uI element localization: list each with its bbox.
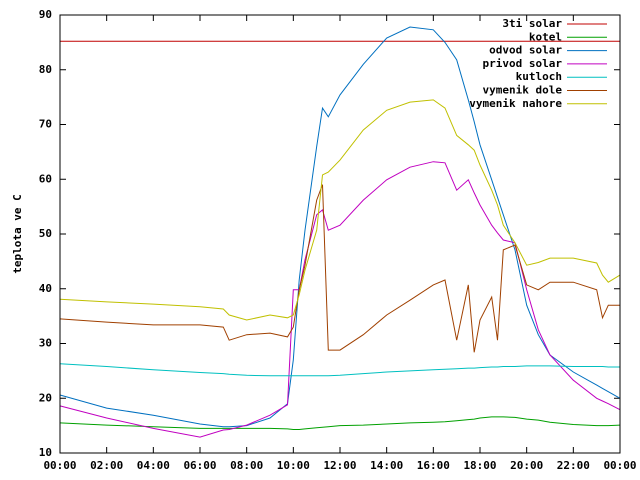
x-tick-label: 04:00 xyxy=(137,459,170,472)
x-tick-label: 00:00 xyxy=(43,459,76,472)
series-line xyxy=(59,99,621,321)
series-line xyxy=(59,416,621,430)
x-tick-label: 16:00 xyxy=(417,459,450,472)
x-tick-label: 06:00 xyxy=(183,459,216,472)
x-tick-label: 14:00 xyxy=(370,459,403,472)
x-tick-label: 10:00 xyxy=(277,459,310,472)
y-tick-label: 50 xyxy=(39,227,52,240)
legend-label: vymenik dole xyxy=(483,84,563,97)
x-tick-label: 22:00 xyxy=(557,459,590,472)
legend-label: 3ti solar xyxy=(502,17,562,30)
y-tick-label: 60 xyxy=(39,172,52,185)
y-tick-label: 70 xyxy=(39,118,52,131)
series-line xyxy=(59,161,621,438)
plot-area xyxy=(60,15,620,453)
x-tick-label: 08:00 xyxy=(230,459,263,472)
x-tick-label: 02:00 xyxy=(90,459,123,472)
y-tick-label: 10 xyxy=(39,446,52,459)
y-tick-label: 20 xyxy=(39,391,52,404)
legend-label: vymenik nahore xyxy=(469,97,562,110)
legend-label: odvod solar xyxy=(489,44,562,57)
series-line xyxy=(59,184,620,353)
y-tick-label: 90 xyxy=(39,8,52,21)
y-tick-label: 40 xyxy=(39,282,52,295)
y-axis-label: teplota ve C xyxy=(11,194,24,273)
y-tick-label: 80 xyxy=(39,63,52,76)
x-tick-label: 00:00 xyxy=(603,459,636,472)
x-tick-label: 18:00 xyxy=(463,459,496,472)
y-tick-label: 30 xyxy=(39,337,52,350)
legend-label: kotel xyxy=(529,30,562,43)
x-tick-label: 20:00 xyxy=(510,459,543,472)
series-line xyxy=(59,363,620,377)
x-tick-label: 12:00 xyxy=(323,459,356,472)
legend-label: kutloch xyxy=(516,70,562,83)
legend-label: privod solar xyxy=(483,57,563,70)
plot-border xyxy=(59,14,621,454)
